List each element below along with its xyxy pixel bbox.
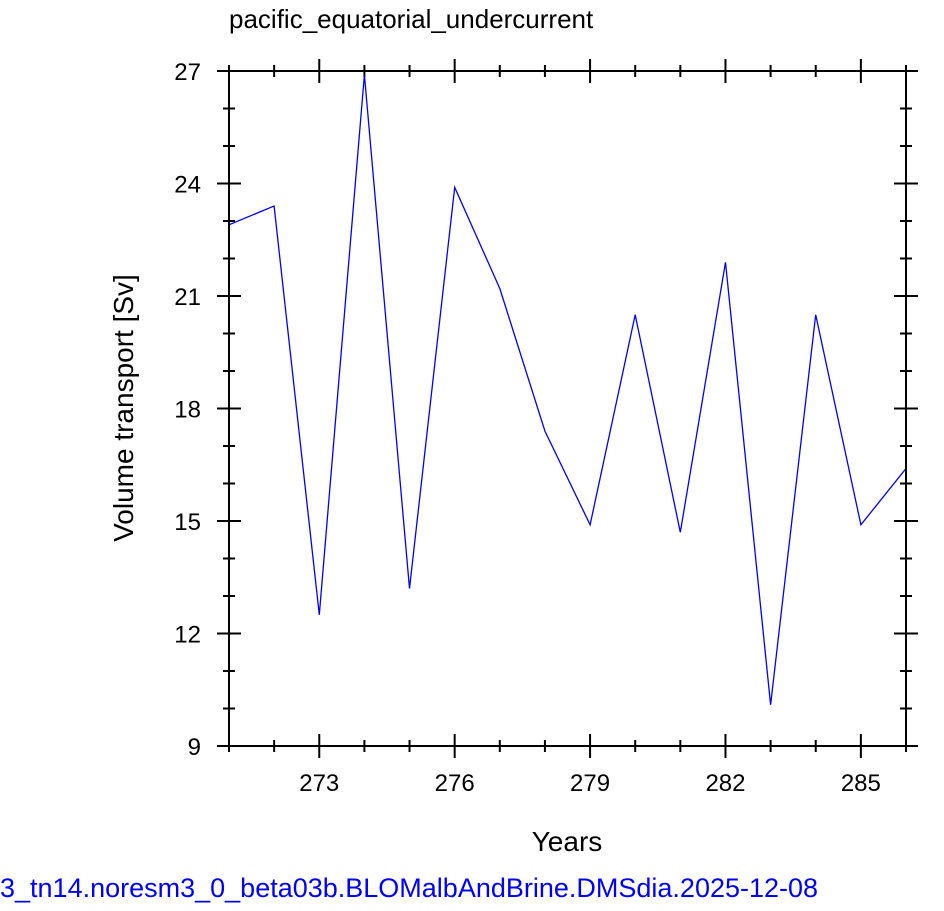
x-tick-label: 279 bbox=[570, 770, 610, 797]
plot-frame bbox=[228, 70, 907, 747]
tick-labels: 273 276 279 282 285 9 12 15 18 21 24 27 bbox=[174, 59, 881, 797]
y-tick-label: 18 bbox=[174, 397, 201, 424]
axis-ticks bbox=[217, 59, 918, 758]
x-tick-label: 276 bbox=[435, 770, 475, 797]
line-chart: pacific_equatorial_undercurrent 273 276 27… bbox=[108, 4, 918, 857]
chart-title: pacific_equatorial_undercurrent bbox=[229, 4, 594, 34]
y-tick-label: 12 bbox=[174, 622, 201, 649]
x-tick-label: 282 bbox=[705, 770, 745, 797]
footer-run-id: 3_tn14.noresm3_0_beta03b.BLOMalbAndBrine… bbox=[0, 873, 819, 903]
x-tick-label: 285 bbox=[841, 770, 881, 797]
y-tick-label: 9 bbox=[188, 734, 201, 761]
y-axis-label: Volume transport [Sv] bbox=[108, 274, 139, 542]
y-tick-label: 15 bbox=[174, 509, 201, 536]
x-axis-label: Years bbox=[532, 826, 603, 857]
series-line bbox=[228, 74, 907, 705]
x-tick-label: 273 bbox=[299, 770, 339, 797]
y-tick-label: 27 bbox=[174, 59, 201, 86]
y-tick-label: 21 bbox=[174, 284, 201, 311]
y-tick-label: 24 bbox=[174, 172, 201, 199]
